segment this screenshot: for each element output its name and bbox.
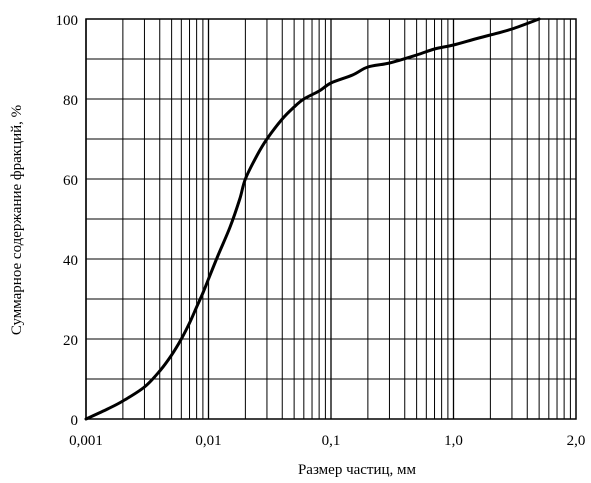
y-tick-label: 20 (63, 333, 78, 349)
x-tick-label: 0,001 (69, 433, 103, 449)
x-tick-label: 0,01 (195, 433, 221, 449)
x-axis-label: Размер частиц, мм (298, 462, 417, 478)
y-tick-label: 40 (63, 253, 78, 269)
tick-labels: 0,001 0,01 0,1 1,0 2,0 0 20 40 60 80 100 (56, 13, 586, 449)
grid (85, 18, 577, 420)
x-tick-label: 0,1 (322, 433, 341, 449)
y-tick-label: 0 (71, 413, 79, 429)
x-tick-label: 2,0 (567, 433, 586, 449)
x-tick-label: 1,0 (444, 433, 463, 449)
y-tick-label: 100 (56, 13, 79, 29)
series-line (84, 17, 541, 421)
y-tick-label: 60 (63, 173, 78, 189)
plot-frame (85, 18, 577, 420)
series-group (84, 17, 541, 421)
y-axis-label: Суммарное содержание фракций, % (9, 105, 25, 335)
y-tick-label: 80 (63, 93, 78, 109)
